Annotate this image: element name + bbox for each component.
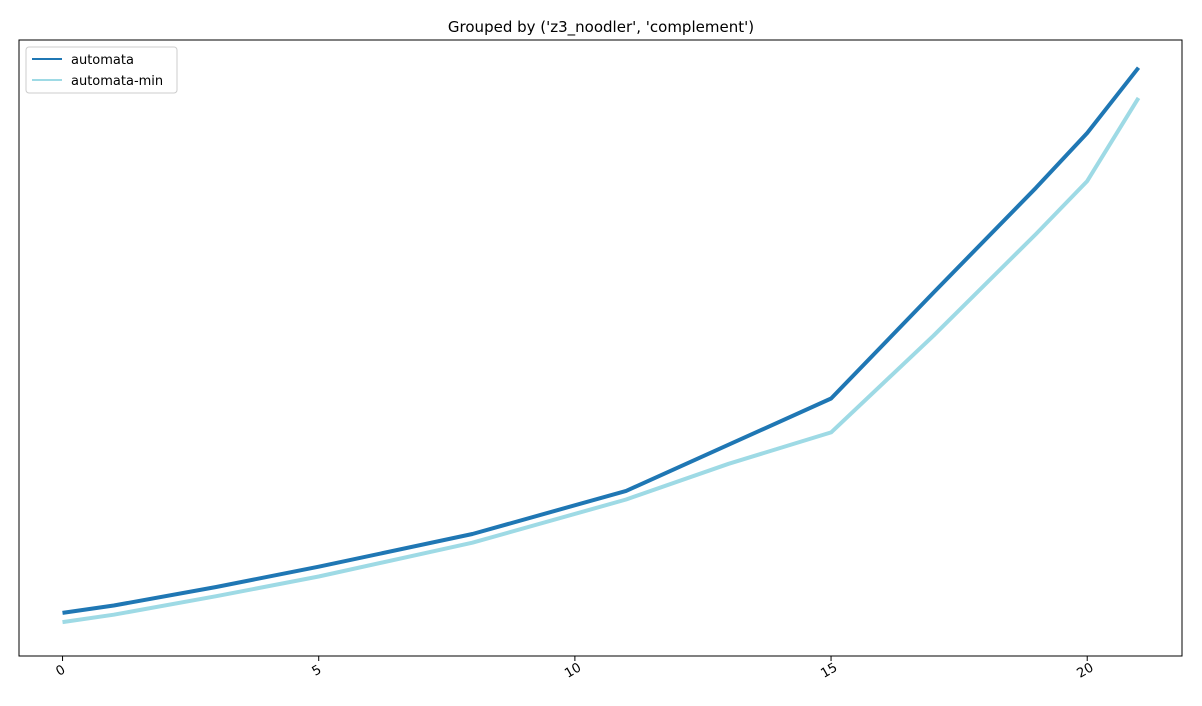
series-line-automata-min — [62, 96, 1141, 625]
legend: automata automata-min — [25, 46, 178, 94]
chart-title: Grouped by ('z3_noodler', 'complement') — [448, 18, 754, 37]
x-tick-label-20: 20 — [1075, 660, 1097, 681]
x-axis: 0 5 10 15 20 — [53, 656, 1096, 682]
legend-box — [25, 46, 178, 94]
legend-label-automata: automata — [71, 53, 134, 68]
x-tick-label-10: 10 — [562, 660, 584, 681]
series-line-automata — [62, 66, 1141, 615]
plot-frame — [18, 39, 1183, 657]
x-tick-label-5: 5 — [310, 662, 325, 679]
x-tick-label-0: 0 — [53, 662, 68, 679]
x-tick-label-15: 15 — [818, 660, 840, 681]
legend-label-automata-min: automata-min — [71, 74, 163, 89]
series-layer — [62, 66, 1141, 625]
